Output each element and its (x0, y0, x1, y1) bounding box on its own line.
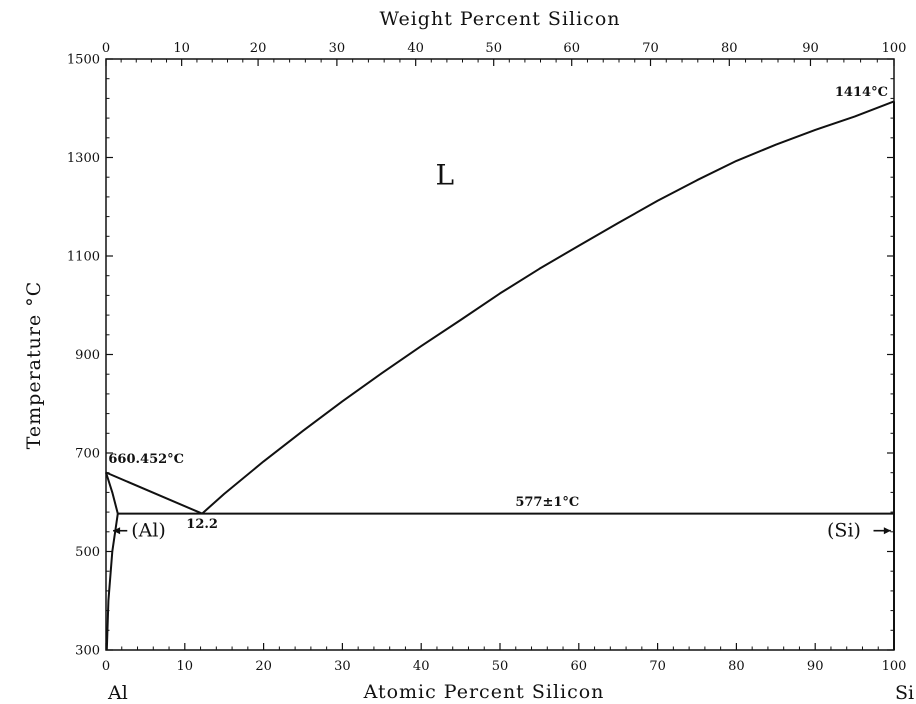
phase-boundary-lines (105, 100, 895, 651)
y-tick-label-3: 900 (75, 348, 100, 363)
x2-tick-label-5: 50 (485, 41, 502, 56)
x2-tick-label-6: 60 (563, 41, 580, 56)
phase-line-1 (201, 100, 895, 515)
x-tick-label-7: 70 (649, 659, 666, 674)
al-arrowhead-icon (113, 527, 121, 535)
si-arrowhead-icon (883, 527, 891, 535)
annotation-4: 12.2 (186, 517, 218, 532)
plot-frame (105, 58, 895, 651)
x2-tick-label-7: 70 (642, 41, 659, 56)
x-tick-label-2: 20 (255, 659, 272, 674)
phase-line-0 (105, 471, 203, 515)
annotation-0: L (436, 159, 455, 192)
x2-tick-label-2: 20 (250, 41, 267, 56)
annotation-3: 577±1°C (515, 495, 579, 510)
phase-line-3 (105, 472, 119, 514)
left-endpoint-label: Al (107, 682, 128, 704)
x2-tick-label-0: 0 (102, 41, 110, 56)
x-tick-label-0: 0 (102, 659, 110, 674)
axis-ticks (105, 58, 895, 651)
x-tick-label-5: 50 (492, 659, 509, 674)
x-tick-label-9: 90 (807, 659, 824, 674)
y-axis-title: Temperature °C (23, 281, 45, 450)
axis-tick-labels: 0 10 20 30 40 50 60 70 80 90 100 0 10 20 30 40 50 60 70 80 9… (67, 41, 907, 674)
x-tick-label-4: 40 (413, 659, 430, 674)
y-tick-label-5: 1300 (67, 151, 100, 166)
x2-tick-label-10: 100 (882, 41, 907, 56)
phase-line-4 (105, 513, 119, 651)
x-tick-label-6: 60 (571, 659, 588, 674)
annotation-1: 660.452°C (108, 452, 184, 467)
x-tick-label-8: 80 (728, 659, 745, 674)
y-tick-label-0: 300 (75, 644, 100, 659)
chart-annotations: L 660.452°C 1414°C 577±1°C 12.2 (Al) (Si) (108, 85, 891, 542)
annotation-2: 1414°C (835, 85, 888, 100)
x-tick-label-10: 100 (882, 659, 907, 674)
right-endpoint-label: Si (895, 682, 914, 704)
y-tick-label-6: 1500 (67, 53, 100, 68)
x2-tick-label-8: 80 (721, 41, 738, 56)
y-tick-label-4: 1100 (67, 250, 100, 265)
x2-axis-title: Weight Percent Silicon (380, 8, 621, 30)
x-tick-label-1: 10 (177, 659, 194, 674)
x2-tick-label-1: 10 (173, 41, 190, 56)
annotation-5: (Al) (131, 520, 166, 542)
y-tick-label-2: 700 (75, 447, 100, 462)
y-tick-label-1: 500 (75, 545, 100, 560)
x-tick-label-3: 30 (334, 659, 351, 674)
x-axis-title: Atomic Percent Silicon (363, 681, 605, 703)
x2-tick-label-4: 40 (407, 41, 424, 56)
x2-tick-label-9: 90 (802, 41, 819, 56)
annotation-6: (Si) (827, 520, 861, 542)
x2-tick-label-3: 30 (329, 41, 346, 56)
